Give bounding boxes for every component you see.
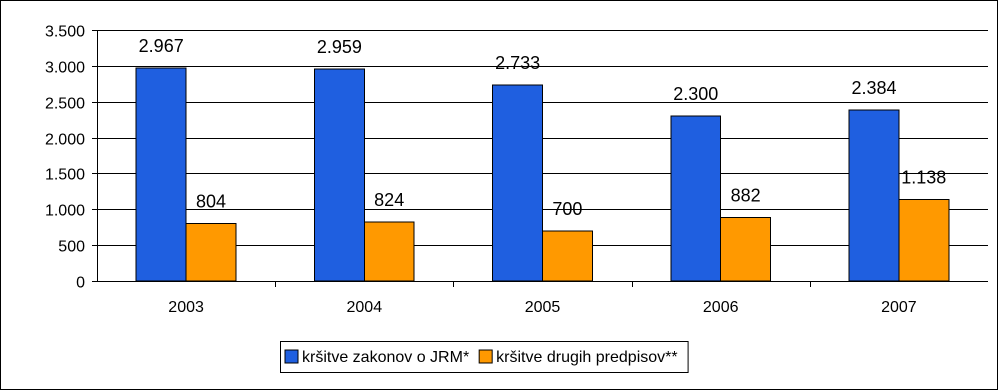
legend-swatch	[478, 349, 493, 364]
x-tick-label: 2007	[881, 299, 917, 316]
data-label: 2.733	[495, 53, 540, 73]
y-tick-label: 500	[58, 239, 85, 256]
bar-jrm-violations	[848, 109, 900, 282]
data-label: 824	[374, 190, 404, 210]
bar-other-violations	[898, 198, 950, 282]
data-label: 2.300	[673, 84, 718, 104]
legend-label: kršitve drugih predpisov**	[496, 349, 677, 366]
bar-other-violations	[720, 217, 772, 282]
legend-swatch	[284, 349, 299, 364]
bar-jrm-violations	[670, 115, 722, 282]
bar-jrm-violations	[135, 67, 187, 282]
bar-other-violations	[363, 221, 415, 282]
bar-layer	[135, 67, 950, 282]
bar-other-violations	[185, 222, 237, 282]
data-label: 804	[196, 191, 226, 211]
bar-jrm-violations	[492, 84, 544, 282]
legend-label: kršitve zakonov o JRM*	[302, 349, 469, 366]
data-label: 2.967	[139, 36, 184, 56]
label-layer: 0 500 1.000 1.500 2.000 2.500 3.000 3.500 2003 2.…	[45, 24, 946, 317]
data-label: 1.138	[901, 167, 946, 187]
y-tick-label: 3.000	[45, 60, 85, 77]
x-tick-label: 2006	[703, 299, 739, 316]
y-tick-label: 0	[76, 275, 85, 292]
bar-jrm-violations	[313, 68, 365, 282]
data-label: 2.959	[317, 37, 362, 57]
axis-layer	[92, 30, 988, 287]
data-label: 700	[552, 199, 582, 219]
y-tick-label: 1.500	[45, 167, 85, 184]
y-tick-label: 2.000	[45, 132, 85, 149]
y-tick-label: 3.500	[45, 24, 85, 41]
y-tick-label: 2.500	[45, 96, 85, 113]
bar-other-violations	[542, 230, 593, 282]
x-tick-label: 2003	[168, 299, 204, 316]
legend: kršitve zakonov o JRM* kršitve drugih pre…	[280, 341, 689, 373]
data-label: 882	[731, 186, 761, 206]
data-label: 2.384	[851, 78, 896, 98]
x-tick-label: 2004	[347, 299, 383, 316]
x-tick-label: 2005	[525, 299, 561, 316]
y-tick-label: 1.000	[45, 203, 85, 220]
